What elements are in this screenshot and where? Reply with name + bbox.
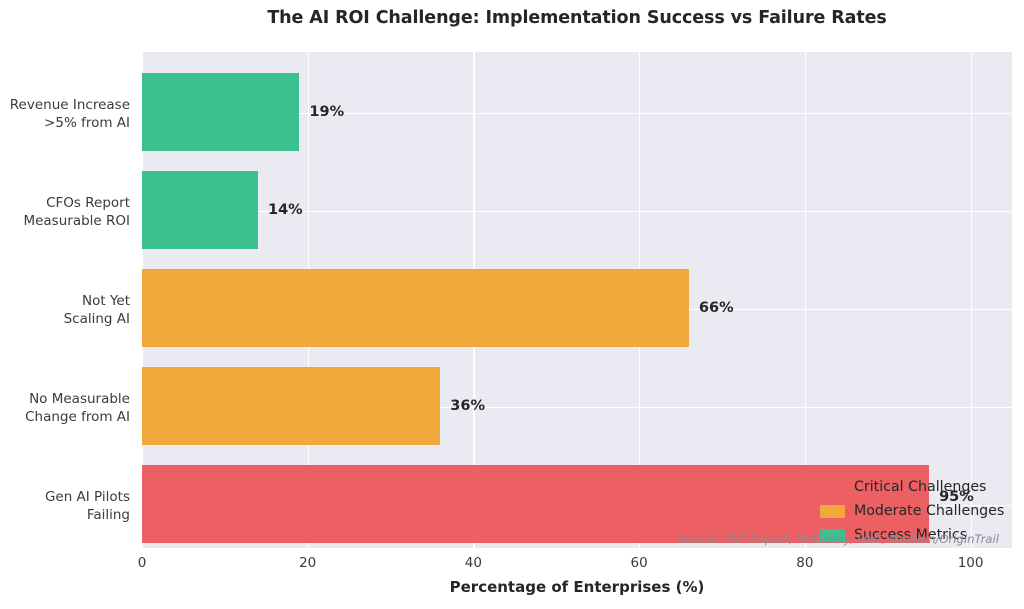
ytick-label-cfos-report-roi: CFOs Report Measurable ROI [0,195,130,230]
ytick-label-gen-ai-pilots-failing: Gen AI Pilots Failing [0,489,130,524]
legend-item-critical-challenges[interactable]: Critical Challenges [820,479,986,495]
xtick-label-100: 100 [957,555,984,571]
gridline-horizontal-3 [142,406,1012,408]
xtick-label-60: 60 [630,555,648,571]
bar-not-yet-scaling-ai[interactable] [142,269,689,347]
legend-item-success-metrics[interactable]: Success Metrics [820,527,967,543]
xtick-label-40: 40 [464,555,482,571]
ytick-label-revenue-increase: Revenue Increase >5% from AI [0,97,130,132]
legend-label-success-metrics: Success Metrics [854,527,968,543]
xtick-label-20: 20 [299,555,317,571]
legend-label-moderate-challenges: Moderate Challenges [854,503,1005,519]
ytick-label-line1: Not Yet [82,293,130,309]
ytick-label-no-measurable-change: No Measurable Change from AI [0,391,130,426]
bar-cfos-report-roi[interactable] [142,171,258,249]
legend-swatch-success-metrics [820,528,845,542]
legend-label-critical-challenges: Critical Challenges [854,479,987,495]
ytick-label-not-yet-scaling-ai: Not Yet Scaling AI [0,293,130,328]
ytick-label-line1: CFOs Report [46,195,130,211]
bar-value-label-cfos-report-roi: 14% [268,202,303,218]
plot-area: Revenue Increase >5% from AI 19% CFOs Re… [10,52,1012,571]
ytick-label-line1: No Measurable [29,391,130,407]
legend-item-moderate-challenges[interactable]: Moderate Challenges [820,503,1004,519]
source-note: Source: MIT Report, McKinsey, PwC, Mediu… [678,532,999,546]
bar-revenue-increase[interactable] [142,73,300,151]
gridline-horizontal-1 [142,210,1012,212]
bar-value-label-revenue-increase: 19% [309,104,345,120]
gridline-horizontal-0 [142,112,1012,114]
gridline-vertical-80 [804,52,807,548]
bar-gen-ai-pilots-failing[interactable] [142,465,930,543]
bar-value-label-no-measurable-change: 36% [450,398,486,414]
ytick-label-line2: >5% from AI [44,114,130,131]
bar-no-measurable-change[interactable] [142,367,441,445]
legend-swatch-critical-challenges [820,480,845,494]
gridline-vertical-100 [970,52,972,548]
legend-swatch-moderate-challenges [820,504,845,518]
ytick-label-line2: Scaling AI [63,310,130,327]
page-title: The AI ROI Challenge: Implementation Suc… [267,8,887,28]
bar-value-label-not-yet-scaling-ai: 66% [698,300,734,316]
xtick-label-0: 0 [137,555,147,571]
ytick-label-line2: Change from AI [25,408,130,425]
ytick-label-line2: Failing [86,506,130,523]
ytick-label-line1: Revenue Increase [9,97,130,113]
x-axis-title: Percentage of Enterprises (%) [449,578,705,596]
ytick-label-line2: Measurable ROI [23,212,130,229]
ytick-label-line1: Gen AI Pilots [44,489,130,505]
xtick-label-80: 80 [796,555,814,571]
bar-value-label-gen-ai-pilots-failing: 95% [939,489,974,505]
